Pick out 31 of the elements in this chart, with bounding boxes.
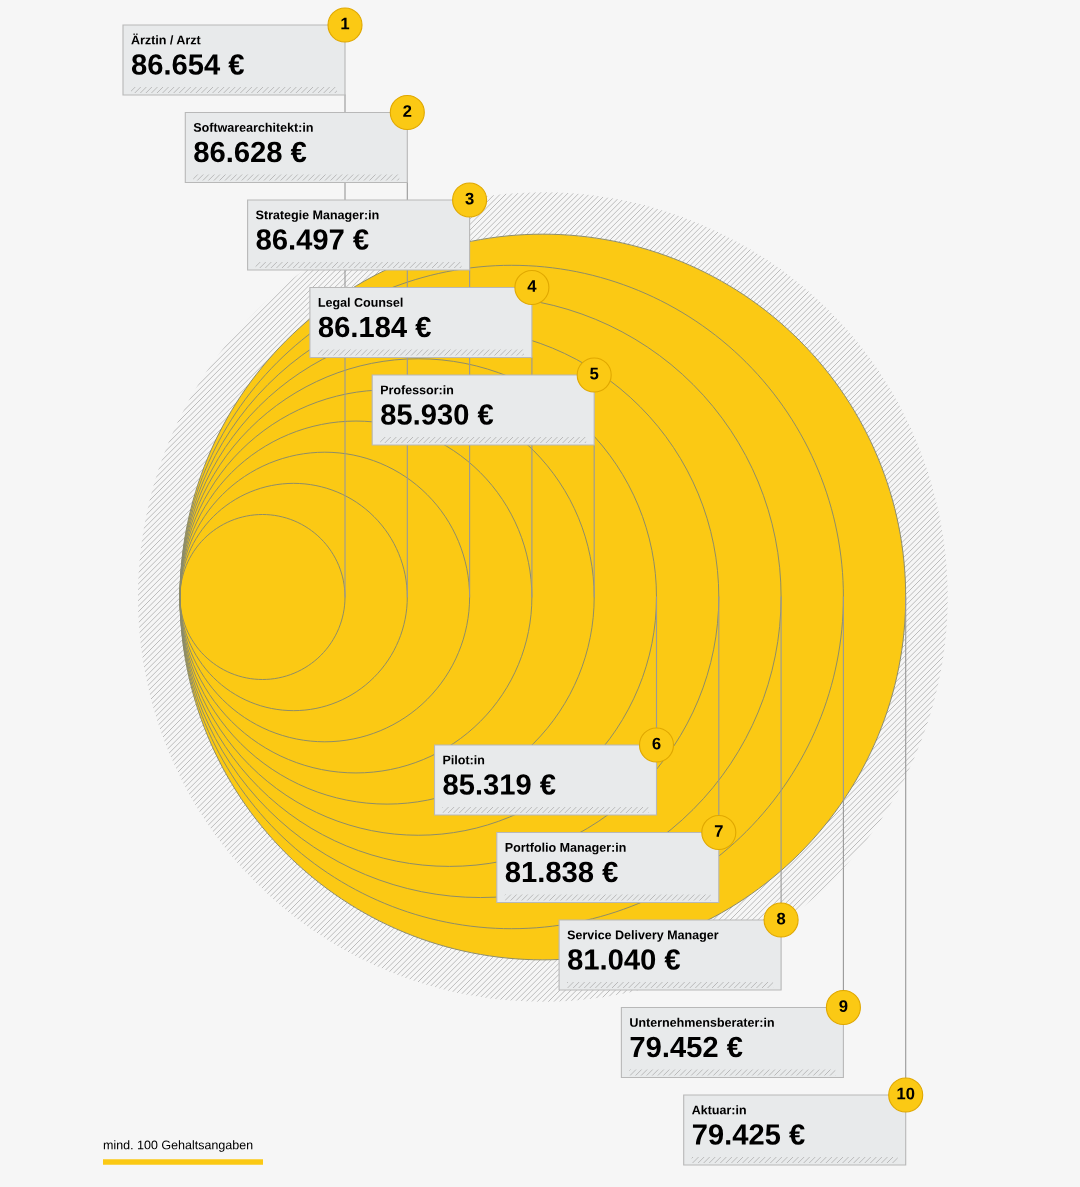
text: 2 [403,105,412,117]
text: mind. 100 Gehaltsangaben [103,1140,253,1152]
text: 9 [839,1000,848,1012]
text: 5 [590,367,599,380]
text: 3 [465,192,474,205]
text: 6 [652,737,661,750]
text: 1 [341,17,350,30]
category-label: Legal Counsel [318,297,403,310]
data-label: 86.628 € [194,141,307,163]
category-label: Professor:in [381,385,454,395]
data-label: 81.040 € [568,949,681,970]
text: 4 [527,280,537,292]
category-label: Ärztin / Arzt [131,33,201,45]
data-label: 86.654 € [131,54,245,75]
data-label: 79.425 € [692,1124,805,1145]
category-label: Strategie Manager:in [255,210,379,222]
data-label: 85.319 € [443,774,556,795]
text: 8 [776,912,786,925]
text: 7 [714,825,723,837]
data-label: 86.184 € [318,316,431,338]
data-label: 85.930 € [381,404,494,425]
category-label: Service Delivery Manager [567,930,719,942]
category-label: Aktuar:in [692,1105,746,1115]
category-label: Unternehmensberater:in [630,1017,774,1027]
category-label: Pilot:in [443,755,485,765]
category-label: Portfolio Manager:in [505,842,626,855]
text: 10 [897,1087,915,1100]
data-label: 79.452 € [630,1036,743,1058]
data-label: 81.838 € [505,861,618,883]
data-label: 86.497 € [256,229,369,250]
category-label: Softwarearchitekt:in [193,122,313,132]
